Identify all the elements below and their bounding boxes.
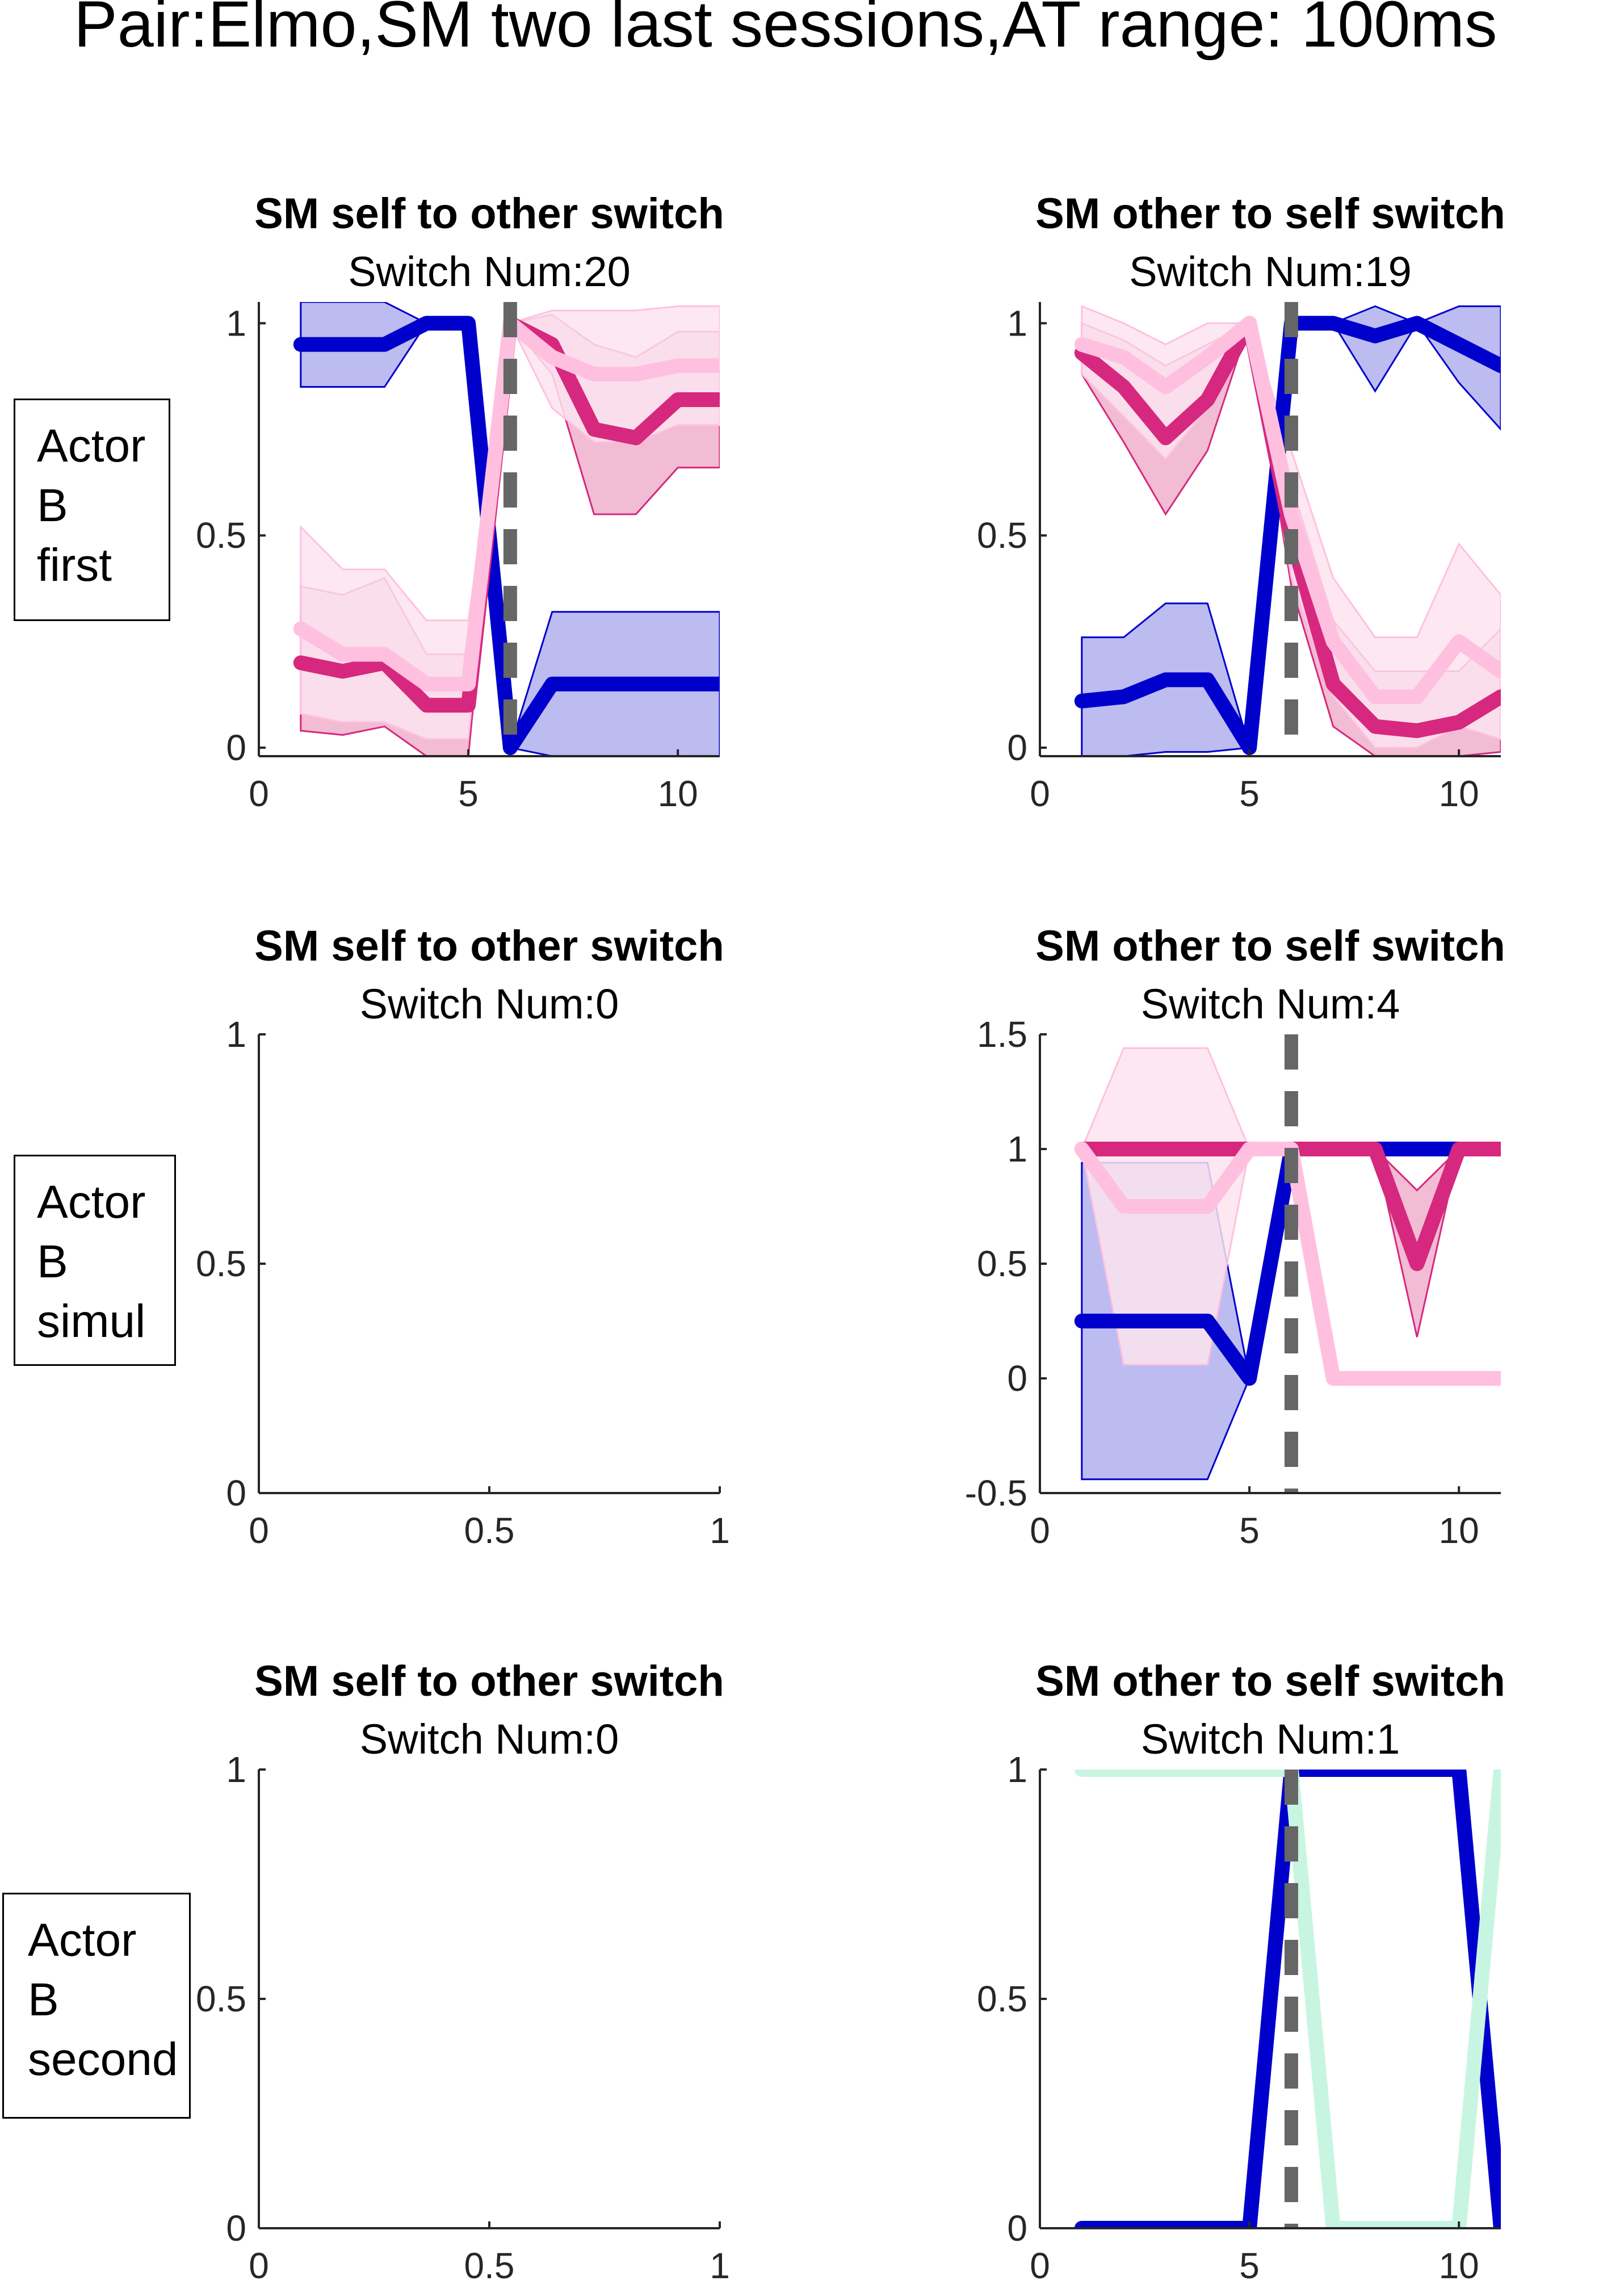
chart-panel: SM self to other switch Switch Num:0 0 0.5 1… — [196, 922, 730, 1551]
chart-title: SM self to other switch — [254, 190, 724, 238]
series-band — [1081, 1047, 1501, 1380]
x-tick-label: 1 — [710, 2245, 730, 2285]
y-tick-label: 1 — [1007, 303, 1027, 343]
y-tick-label: 0 — [226, 1473, 246, 1513]
row-label-second: Actor B second — [2, 1893, 191, 2119]
x-tick-label: 10 — [1439, 1510, 1479, 1551]
x-tick-label: 5 — [1239, 1510, 1260, 1551]
series-band — [1081, 305, 1501, 756]
x-tick-label: 0 — [249, 2245, 269, 2285]
x-tick-label: 10 — [658, 773, 698, 814]
series-line — [1074, 316, 1501, 705]
row-label-line: Actor — [37, 420, 146, 472]
y-tick-label: 0.5 — [196, 515, 246, 556]
chart-title: SM self to other switch — [254, 1657, 724, 1705]
x-tick-label: 0.5 — [464, 1510, 515, 1551]
series-band — [300, 305, 720, 740]
x-tick-label: 5 — [458, 773, 479, 814]
x-tick-label: 0.5 — [464, 2245, 515, 2285]
y-tick-label: 0 — [1007, 2208, 1027, 2249]
chart-subtitle: Switch Num:0 — [360, 1716, 619, 1763]
y-tick-label: 0.5 — [977, 1978, 1027, 2019]
chart-subtitle: Switch Num:19 — [1129, 248, 1412, 295]
y-tick-label: 0 — [226, 2208, 246, 2249]
x-tick-label: 0 — [1030, 773, 1050, 814]
x-tick-label: 1 — [710, 1510, 730, 1551]
series-line — [293, 316, 720, 756]
chart-title: SM other to self switch — [1035, 1657, 1505, 1705]
row-label-line: B — [37, 480, 68, 531]
y-tick-label: 1 — [226, 303, 246, 343]
x-tick-label: 5 — [1239, 2245, 1260, 2285]
y-tick-label: -0.5 — [965, 1473, 1027, 1513]
y-tick-label: 1 — [1007, 1749, 1027, 1790]
chart-title: SM self to other switch — [254, 922, 724, 970]
y-tick-label: 0.5 — [196, 1243, 246, 1284]
y-tick-label: 0 — [1007, 1358, 1027, 1399]
y-tick-label: 1 — [1007, 1129, 1027, 1169]
row-label-line: first — [37, 539, 112, 591]
x-tick-label: 0 — [249, 1510, 269, 1551]
row-label-line: simul — [37, 1295, 146, 1347]
chart-subtitle: Switch Num:0 — [360, 980, 619, 1028]
chart-subtitle: Switch Num:4 — [1141, 980, 1400, 1028]
y-tick-label: 0.5 — [196, 1978, 246, 2019]
x-tick-label: 10 — [1439, 2245, 1479, 2285]
x-tick-label: 0 — [1030, 1510, 1050, 1551]
y-tick-label: 1.5 — [977, 1014, 1027, 1055]
chart-title: SM other to self switch — [1035, 922, 1505, 970]
figure-title: Pair:Elmo,SM two last sessions,AT range:… — [74, 0, 1497, 61]
y-tick-label: 0.5 — [977, 515, 1027, 556]
chart-panel: SM self to other switch Switch Num:0 0 0.5 1… — [196, 1657, 730, 2285]
x-tick-label: 0 — [249, 773, 269, 814]
row-label-line: Actor — [28, 1914, 137, 1966]
y-tick-label: 1 — [226, 1014, 246, 1055]
y-tick-label: 0.5 — [977, 1243, 1027, 1284]
row-label-simul: Actor B simul — [14, 1155, 176, 1366]
x-tick-label: 10 — [1439, 773, 1479, 814]
row-label-line: Actor — [37, 1176, 146, 1228]
chart-subtitle: Switch Num:20 — [348, 248, 631, 295]
y-tick-label: 1 — [226, 1749, 246, 1790]
row-label-line: B — [28, 1974, 59, 2026]
row-label-line: second — [28, 2034, 178, 2085]
chart-subtitle: Switch Num:1 — [1141, 1716, 1400, 1763]
y-tick-label: 0 — [1007, 727, 1027, 768]
row-label-first: Actor B first — [14, 399, 170, 621]
row-label-line: B — [37, 1236, 68, 1288]
chart-title: SM other to self switch — [1035, 190, 1505, 238]
x-tick-label: 5 — [1239, 773, 1260, 814]
x-tick-label: 0 — [1030, 2245, 1050, 2285]
y-tick-label: 0 — [226, 727, 246, 768]
